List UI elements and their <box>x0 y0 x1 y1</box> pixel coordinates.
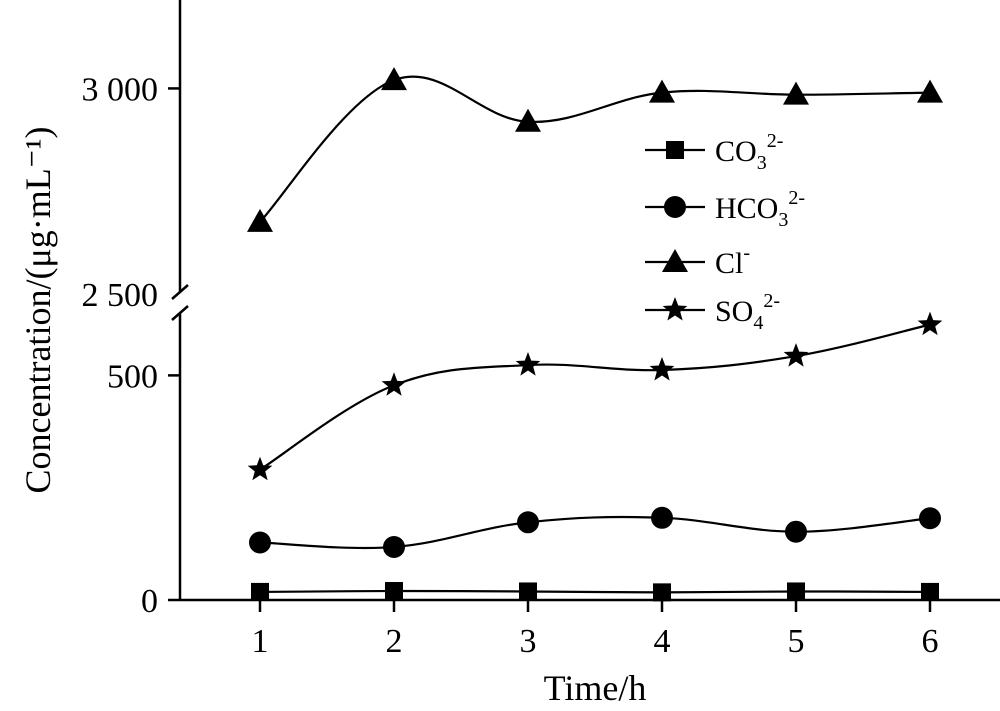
axis-break-mark-lower <box>171 305 189 321</box>
y-axis-title: Concentration/(μg·mL⁻¹) <box>18 127 58 494</box>
legend-label: HCO32- <box>715 187 805 231</box>
data-point-triangle <box>247 208 273 232</box>
data-point-triangle <box>381 67 407 91</box>
legend-marker-square <box>666 141 684 159</box>
data-point-triangle <box>917 79 943 103</box>
data-point-square <box>921 582 939 601</box>
data-point-circle <box>383 535 405 558</box>
series-line-2 <box>259 75 931 223</box>
data-point-star <box>649 356 675 381</box>
x-tick-label: 6 <box>922 623 939 660</box>
data-point-star <box>247 456 273 481</box>
data-point-circle <box>517 511 539 534</box>
series-markers <box>247 67 943 602</box>
legend-item: SO42- <box>645 290 780 334</box>
y-tick-label: 500 <box>107 358 158 395</box>
y-tick-label: 2 500 <box>82 277 159 314</box>
series-line-3 <box>259 323 931 471</box>
legend-marker-circle <box>664 196 686 218</box>
data-point-triangle <box>783 81 809 105</box>
data-point-square <box>653 583 671 602</box>
y-tick-label: 3 000 <box>82 71 159 108</box>
data-point-square <box>519 582 537 601</box>
series-lines <box>259 75 931 594</box>
axes: 1 2 3 4 5 6 0 500 3 000 2 500 <box>82 0 1000 660</box>
x-axis-title: Time/h <box>544 668 647 708</box>
series-line-1 <box>259 515 931 550</box>
legend-label: Cl- <box>715 242 750 280</box>
data-point-star <box>783 343 809 367</box>
data-point-star <box>515 352 541 376</box>
data-point-triangle <box>515 108 541 132</box>
series-line-0 <box>259 589 931 594</box>
y-tick-label: 0 <box>141 583 158 620</box>
x-tick-label: 2 <box>386 623 403 660</box>
data-point-circle <box>651 506 673 529</box>
data-point-circle <box>919 507 941 530</box>
legend-marker-triangle <box>662 249 688 272</box>
x-tick-label: 4 <box>654 623 671 660</box>
data-point-square <box>251 582 269 601</box>
data-point-triangle <box>649 79 675 103</box>
data-point-star <box>917 311 943 336</box>
data-point-circle <box>785 520 807 543</box>
legend-item: HCO32- <box>645 187 805 231</box>
legend-item: CO32- <box>645 130 783 174</box>
legend-label: CO32- <box>715 130 783 174</box>
x-tick-label: 5 <box>788 623 805 660</box>
axis-break-mark-upper <box>171 284 189 300</box>
legend-item: Cl- <box>645 242 750 280</box>
data-point-circle <box>249 531 271 554</box>
data-point-square <box>385 582 403 601</box>
legend-label: SO42- <box>715 290 780 334</box>
x-tick-label: 1 <box>252 623 269 660</box>
legend-marker-star <box>662 297 688 321</box>
data-point-square <box>787 582 805 601</box>
x-tick-label: 3 <box>520 623 537 660</box>
data-point-star <box>381 372 407 396</box>
legend: CO32- HCO32- Cl- SO42- <box>645 130 805 334</box>
